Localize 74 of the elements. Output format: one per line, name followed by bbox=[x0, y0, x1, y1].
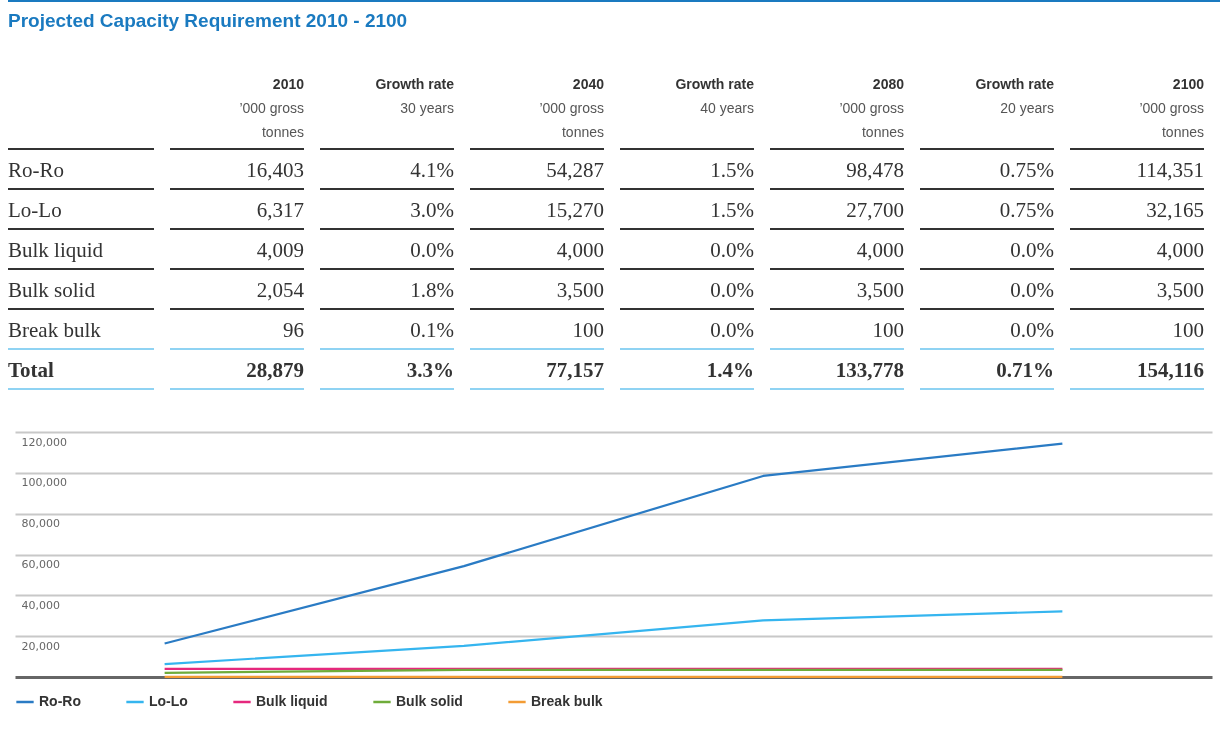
text: Growth rate bbox=[375, 76, 454, 92]
text: 0.71% bbox=[920, 350, 1054, 390]
text: Total bbox=[8, 350, 154, 390]
text: 0.0% bbox=[620, 310, 754, 350]
text: 0.0% bbox=[920, 270, 1054, 310]
text: 0.0% bbox=[920, 230, 1054, 270]
data-label: 3,500 bbox=[470, 270, 604, 310]
legend-label: Ro-Ro bbox=[39, 693, 81, 709]
text: Ro-Ro bbox=[8, 157, 65, 182]
text: Growth rate bbox=[975, 76, 1054, 92]
data-label: 6,317 bbox=[170, 190, 304, 230]
data-label: 3,500 bbox=[1070, 270, 1204, 310]
data-label: 4,009 bbox=[170, 230, 304, 270]
text: 4.1% bbox=[320, 150, 454, 190]
text: 30 years bbox=[400, 100, 454, 116]
text: ’000 gross tonnes bbox=[1139, 100, 1204, 140]
text: 154,116 bbox=[1136, 357, 1204, 382]
data-label: 114,351 bbox=[1070, 150, 1204, 190]
text: 2100 bbox=[1171, 75, 1204, 94]
data-label: 32,165 bbox=[1070, 190, 1204, 230]
text: 2080 bbox=[871, 75, 904, 94]
data-label: 3,500 bbox=[770, 270, 904, 310]
data-label: 96 bbox=[170, 310, 304, 350]
text: 1.5% bbox=[620, 190, 754, 230]
text: 1.8% bbox=[320, 270, 454, 310]
data-label: 15,270 bbox=[470, 190, 604, 230]
data-label: 100 bbox=[1070, 310, 1204, 350]
legend-label: Lo-Lo bbox=[149, 693, 188, 709]
text: 40 years bbox=[700, 100, 754, 116]
text: 0.0% bbox=[620, 230, 754, 270]
data-label: 16,403 bbox=[170, 150, 304, 190]
text: 28,879 bbox=[246, 357, 304, 382]
text: ’000 gross tonnes bbox=[839, 100, 904, 140]
text: 0.1% bbox=[320, 310, 454, 350]
text: 1.5% bbox=[620, 150, 754, 190]
text: 0.0% bbox=[620, 270, 754, 310]
text: 2010 bbox=[271, 75, 304, 94]
legend-label: Bulk liquid bbox=[256, 693, 328, 709]
text: Break bulk bbox=[8, 317, 101, 342]
y-tick-label: 20,000 bbox=[21, 639, 60, 653]
data-label: 4,000 bbox=[470, 230, 604, 270]
text: 0.0% bbox=[320, 230, 454, 270]
text: 1.4% bbox=[620, 350, 754, 390]
data-label: 100 bbox=[770, 310, 904, 350]
data-label: 4,000 bbox=[770, 230, 904, 270]
text: ’000 gross tonnes bbox=[539, 100, 604, 140]
legend-label: Bulk solid bbox=[396, 693, 463, 709]
text: 133,778 bbox=[835, 357, 904, 382]
y-tick-label: 40,000 bbox=[21, 598, 60, 612]
text: Lo-Lo bbox=[8, 197, 62, 222]
data-label: 27,700 bbox=[770, 190, 904, 230]
text: Growth rate bbox=[675, 76, 754, 92]
y-tick-label: 60,000 bbox=[21, 558, 60, 571]
y-tick-label: 100,000 bbox=[21, 476, 67, 490]
text: 0.75% bbox=[920, 150, 1054, 190]
text: 3.0% bbox=[320, 190, 454, 230]
legend-label: Break bulk bbox=[531, 693, 603, 709]
text: Bulk liquid bbox=[8, 237, 104, 262]
y-tick-label: 80,000 bbox=[21, 517, 60, 531]
y-tick-label: 120,000 bbox=[21, 435, 67, 449]
text: 0.75% bbox=[920, 190, 1054, 230]
text: 3.3% bbox=[320, 350, 454, 390]
text: Bulk solid bbox=[8, 277, 95, 302]
data-label: 100 bbox=[470, 310, 604, 350]
data-label: 2,054 bbox=[170, 270, 304, 310]
text: ’000 gross tonnes bbox=[238, 99, 304, 142]
chart-title: Projected Capacity Requirement 2010 - 2100 bbox=[8, 10, 409, 32]
text: 2040 bbox=[571, 75, 604, 94]
data-label: 54,287 bbox=[470, 150, 604, 190]
text: 77,157 bbox=[546, 357, 604, 382]
data-label: 98,478 bbox=[770, 150, 904, 190]
text: 0.0% bbox=[920, 310, 1054, 350]
data-label: 4,000 bbox=[1070, 230, 1204, 270]
text: 20 years bbox=[1000, 100, 1054, 116]
